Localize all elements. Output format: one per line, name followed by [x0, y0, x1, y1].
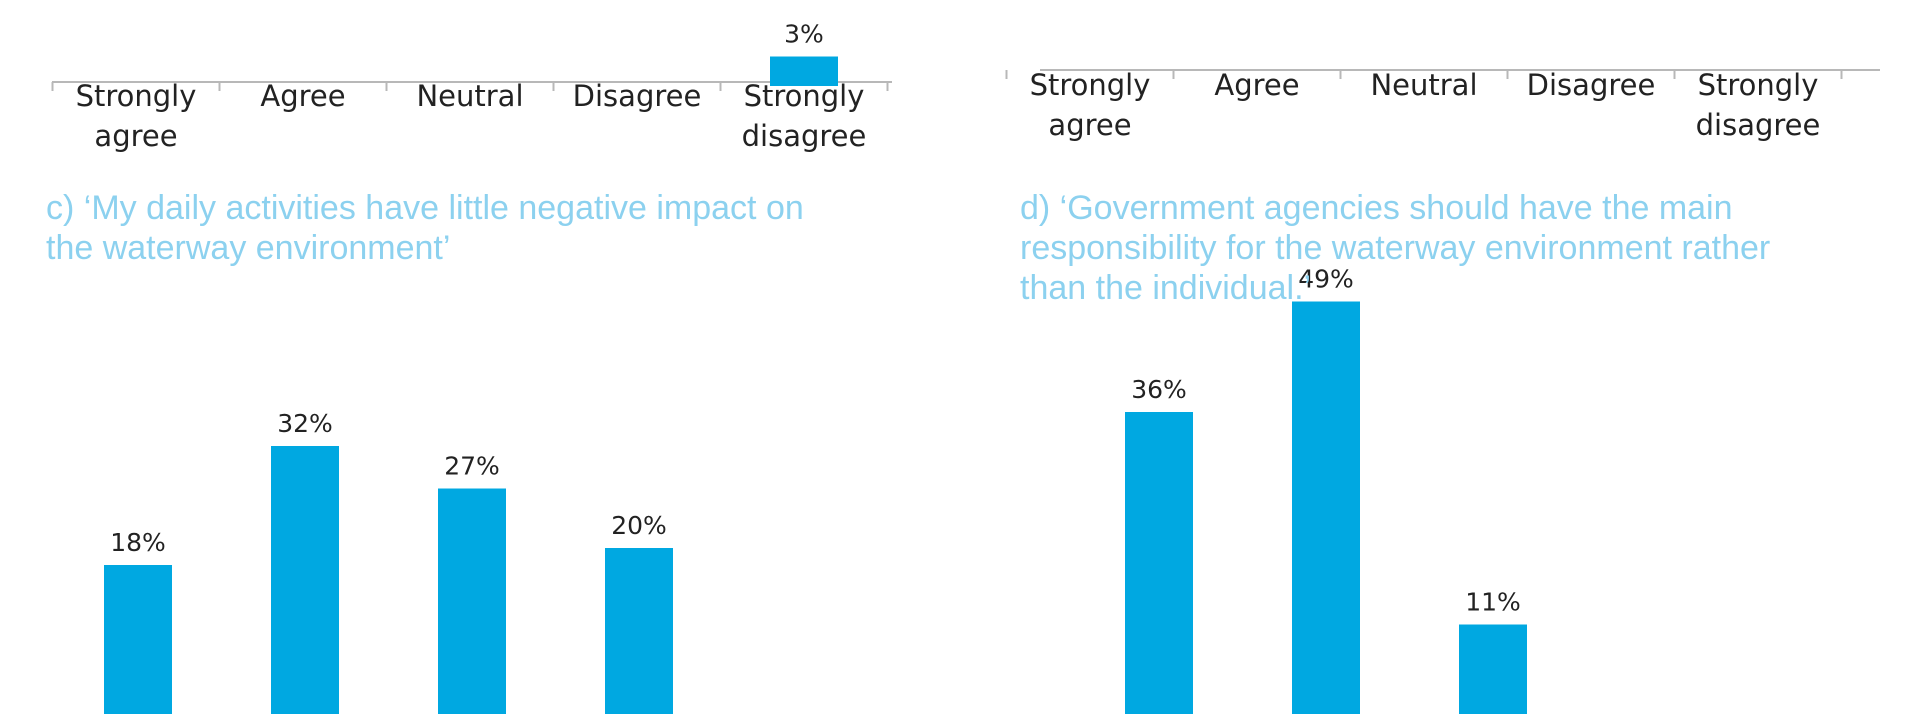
chart-d: 36%Strongly agree49%Agree11%NeutralDisag…: [1052, 265, 1920, 714]
title-line: the waterway environment’: [46, 229, 451, 267]
chart-a: Strongly agree Agree Neutral Disagree 3% Stron…: [51, 20, 892, 153]
chart-a-value-label: 3%: [784, 20, 824, 49]
chart-b: Strongly agree Agree Neutral Disagree Strongl…: [1005, 68, 1880, 142]
chart-b-category-label: Neutral: [1370, 68, 1477, 102]
title-line: than the individual.’: [1020, 269, 1312, 307]
chart-a-category-label: Strongly disagree: [742, 79, 867, 153]
chart-a-category-label: Strongly agree: [76, 79, 197, 153]
chart-b-category-label: Strongly disagree: [1696, 68, 1821, 142]
chart-d-bar: [1459, 624, 1527, 714]
chart-a-category-label: Agree: [260, 79, 345, 113]
title-line: d) ‘Government agencies should have the …: [1020, 189, 1733, 227]
chart-c-bar: [104, 565, 172, 714]
chart-c-value-label: 32%: [277, 409, 333, 438]
chart-c-value-label: 18%: [110, 528, 166, 557]
chart-b-category-label: Disagree: [1527, 68, 1656, 102]
chart-a-category-label: Neutral: [416, 79, 523, 113]
chart-b-category-label: Agree: [1214, 68, 1299, 102]
chart-d-title: d) ‘Government agencies should have the …: [1020, 188, 1920, 308]
chart-d-value-label: 49%: [1298, 265, 1354, 294]
chart-d-bar: [1125, 412, 1193, 714]
chart-d-bar: [1292, 301, 1360, 714]
chart-c-value-label: 27%: [444, 452, 500, 481]
chart-a-category-label: Disagree: [573, 79, 702, 113]
chart-b-category-label: Strongly agree: [1030, 68, 1151, 142]
chart-c-value-label: 20%: [611, 511, 667, 540]
chart-c-bar: [438, 488, 506, 714]
chart-a-bar: [770, 56, 838, 86]
chart-c: 18%Strongly agree32%Agree27%Neutral20%Di…: [31, 409, 933, 714]
chart-c-bar: [605, 548, 673, 714]
title-line: responsibility for the waterway environm…: [1020, 229, 1771, 267]
title-line: c) ‘My daily activities have little nega…: [46, 189, 804, 227]
chart-d-value-label: 11%: [1465, 588, 1521, 617]
chart-c-title: c) ‘My daily activities have little nega…: [46, 188, 946, 268]
chart-c-bar: [271, 446, 339, 714]
chart-d-value-label: 36%: [1131, 375, 1187, 404]
